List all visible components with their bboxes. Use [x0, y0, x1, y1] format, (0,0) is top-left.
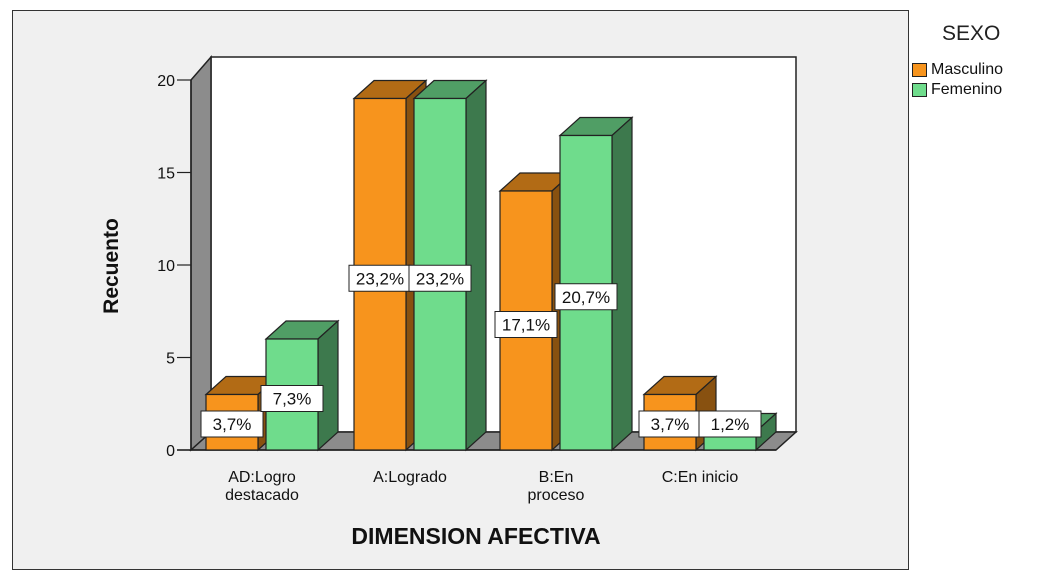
y-tick-label: 0	[166, 443, 175, 460]
data-label: 23,2%	[416, 269, 464, 288]
bar-chart: 0 5 10 15 20 3,7% 7,3% 23,2% 23,2% 17,1% 20,7% 3,7%…	[100, 54, 798, 549]
x-category-label: B:En	[539, 469, 574, 486]
x-category-label: destacado	[225, 487, 299, 504]
data-label-box	[554, 283, 618, 311]
legend-item-femenino: Femenino	[912, 80, 1057, 100]
data-label-box	[348, 264, 412, 292]
legend-label-femenino: Femenino	[931, 81, 1003, 98]
data-label: 17,1%	[502, 316, 550, 335]
data-label-box	[200, 410, 264, 438]
data-label-box	[494, 311, 558, 338]
legend-item-masculino: Masculino	[912, 60, 1057, 80]
data-label: 1,2%	[711, 415, 750, 434]
legend-title: SEXO	[942, 22, 1001, 45]
legend-swatch-femenino	[912, 83, 927, 97]
x-category-label: proceso	[528, 487, 585, 504]
y-tick-label: 10	[157, 258, 175, 275]
legend-label-masculino: Masculino	[931, 61, 1004, 78]
data-label: 3,7%	[213, 415, 252, 434]
y-tick-label: 20	[157, 73, 175, 90]
y-tick-label: 15	[157, 166, 175, 183]
x-category-label: C:En inicio	[662, 469, 739, 486]
y-tick-label: 5	[166, 351, 175, 368]
data-label-box	[408, 264, 472, 292]
data-label-box	[638, 410, 702, 438]
x-axis-title: DIMENSION AFECTIVA	[351, 523, 600, 549]
data-label-box	[260, 385, 324, 412]
data-label: 7,3%	[273, 390, 312, 409]
x-category-label: A:Logrado	[373, 469, 447, 486]
data-label-box	[698, 410, 762, 438]
y-axis-title: Recuento	[100, 218, 123, 314]
legend-swatch-masculino	[912, 63, 927, 77]
x-category-label: AD:Logro	[228, 469, 296, 486]
data-label: 3,7%	[651, 415, 690, 434]
data-label: 23,2%	[356, 269, 404, 288]
data-label: 20,7%	[562, 288, 610, 307]
legend: SEXO Masculino Femenino	[912, 22, 1057, 100]
plot-side-wall	[190, 54, 212, 452]
